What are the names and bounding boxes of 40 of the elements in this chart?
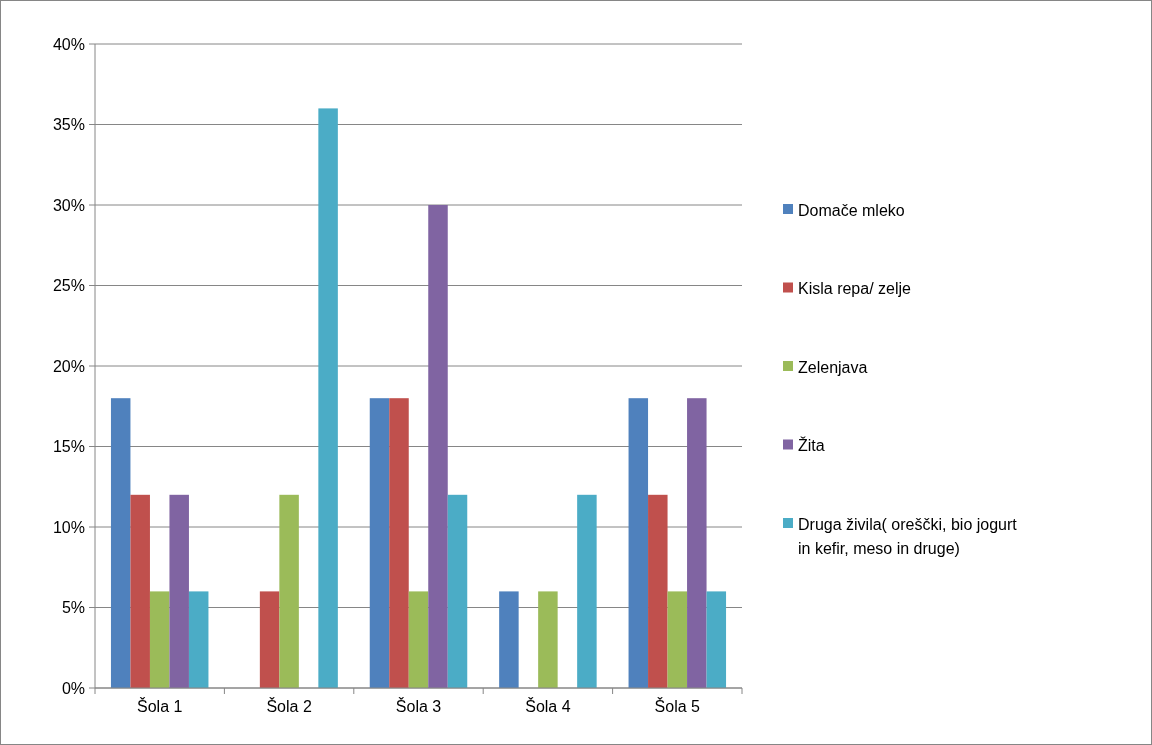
legend-label: Domače mleko [798, 201, 905, 219]
x-tick-label: Šola 1 [137, 697, 183, 715]
legend-label: Kisla repa/ zelje [798, 280, 912, 298]
bar [188, 591, 209, 688]
bar [369, 398, 390, 688]
bar [169, 494, 189, 688]
y-tick-label: 40% [52, 35, 85, 53]
bar [667, 591, 688, 688]
y-tick-label: 15% [52, 438, 85, 456]
bar [130, 494, 150, 688]
bar [408, 591, 429, 688]
y-tick-label: 35% [52, 116, 85, 134]
legend-label: Žita [798, 436, 825, 455]
bar [149, 591, 170, 688]
bar [428, 205, 448, 688]
y-tick-label: 10% [52, 518, 85, 536]
bar [318, 108, 338, 688]
bar [110, 398, 131, 688]
bar [687, 398, 707, 688]
bar [706, 591, 727, 688]
x-tick-label: Šola 3 [395, 697, 442, 715]
bar [577, 494, 597, 688]
bar [447, 494, 468, 688]
bar [648, 494, 668, 688]
bar [538, 591, 558, 688]
bar [628, 398, 649, 688]
bar [279, 494, 299, 688]
y-tick-label: 0% [61, 679, 85, 697]
bar [499, 591, 519, 688]
y-tick-label: 25% [52, 277, 85, 295]
y-tick-label: 20% [52, 357, 85, 375]
legend-label: Druga živila( oreščki, bio jogurt in kefir, meso in druge) [798, 515, 1018, 557]
y-tick-label: 5% [61, 599, 85, 617]
bar [259, 591, 280, 688]
y-tick-label: 30% [52, 196, 85, 214]
legend-label: Zelenjava [798, 358, 868, 376]
x-tick-label: Šola 5 [654, 697, 701, 715]
x-tick-label: Šola 4 [525, 697, 571, 715]
bar [389, 398, 409, 688]
x-tick-label: Šola 2 [266, 697, 312, 715]
